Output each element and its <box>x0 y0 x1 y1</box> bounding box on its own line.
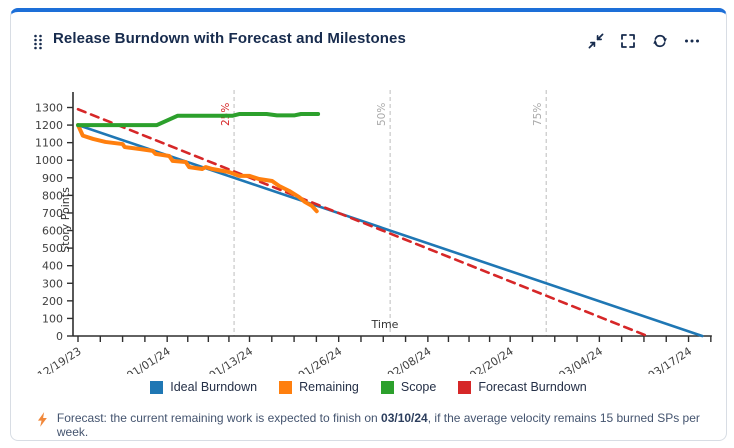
legend-label: Remaining <box>299 380 359 394</box>
legend-item-remaining[interactable]: Remaining <box>279 380 359 394</box>
y-tick-label: 900 <box>42 172 63 185</box>
milestone-label-50-: 50% <box>376 103 388 126</box>
legend-label: Ideal Burndown <box>170 380 258 394</box>
collapse-button[interactable] <box>585 30 607 52</box>
y-tick-label: 200 <box>42 295 63 308</box>
more-options-button[interactable] <box>681 30 703 52</box>
x-tick-label: 01/26/24 <box>296 345 345 374</box>
legend-item-scope[interactable]: Scope <box>380 380 437 394</box>
legend-label: Forecast Burndown <box>478 380 587 394</box>
chart-legend: Ideal Burndown Remaining Scope Forecast Bur… <box>11 380 726 394</box>
y-tick-label: 600 <box>42 225 63 238</box>
fullscreen-icon <box>621 34 635 48</box>
series-line-forecast-burndown <box>76 107 649 338</box>
legend-swatch-remaining <box>279 380 293 394</box>
burndown-chart: 25% 50% 75%0100200300400500600700800900100… <box>35 90 712 382</box>
legend-item-forecast-burndown[interactable]: Forecast Burndown <box>458 380 587 394</box>
y-tick-label: 1300 <box>35 102 63 115</box>
y-tick-label: 400 <box>42 260 63 273</box>
lightning-bolt-icon <box>37 412 47 427</box>
x-tick-label: 03/17/24 <box>646 345 695 374</box>
y-tick-label: 0 <box>56 330 63 343</box>
widget-header: Release Burndown with Forecast and Miles… <box>11 28 726 60</box>
series-line-scope <box>76 112 321 128</box>
y-tick-label: 1100 <box>35 137 63 150</box>
refresh-button[interactable] <box>649 30 671 52</box>
ellipsis-icon <box>685 39 699 43</box>
collapse-icon <box>588 33 604 49</box>
legend-label: Scope <box>400 380 437 394</box>
legend-swatch-ideal-burndown <box>150 380 164 394</box>
y-tick-label: 700 <box>42 207 63 220</box>
series-line-remaining <box>76 123 319 214</box>
y-tick-label: 800 <box>42 189 63 202</box>
y-axis-title: Story Points <box>59 187 72 253</box>
y-tick-label: 500 <box>42 242 63 255</box>
x-tick-label: 02/20/24 <box>467 345 516 374</box>
y-tick-label: 100 <box>42 312 63 325</box>
x-tick-label: 12/19/23 <box>35 345 84 374</box>
forecast-date: 03/10/24 <box>381 411 428 425</box>
x-tick-label: 02/08/24 <box>385 345 434 374</box>
drag-handle-icon[interactable] <box>33 34 43 50</box>
widget-toolbar <box>585 30 703 52</box>
y-tick-label: 1200 <box>35 119 63 132</box>
burndown-widget-card: Release Burndown with Forecast and Miles… <box>10 8 727 441</box>
y-tick-label: 1000 <box>35 154 63 167</box>
x-axis-title: Time <box>371 318 399 331</box>
forecast-note-text: Forecast: the current remaining work is … <box>56 411 700 439</box>
legend-swatch-forecast-burndown <box>458 380 472 394</box>
x-tick-label: 03/04/24 <box>556 345 605 374</box>
legend-item-ideal-burndown[interactable]: Ideal Burndown <box>150 380 257 394</box>
x-tick-label: 01/13/24 <box>207 345 256 374</box>
milestone-label-75-: 75% <box>532 103 544 126</box>
widget-title: Release Burndown with Forecast and Miles… <box>53 30 406 47</box>
refresh-icon <box>653 34 667 48</box>
fullscreen-button[interactable] <box>617 30 639 52</box>
x-tick-label: 01/01/24 <box>124 345 173 374</box>
chart-area: 25% 50% 75% 0 100 200 300 400 500 600 700 800 900 100… <box>11 74 726 382</box>
y-tick-label: 300 <box>42 277 63 290</box>
legend-swatch-scope <box>380 380 394 394</box>
forecast-note: Forecast: the current remaining work is … <box>37 411 726 439</box>
